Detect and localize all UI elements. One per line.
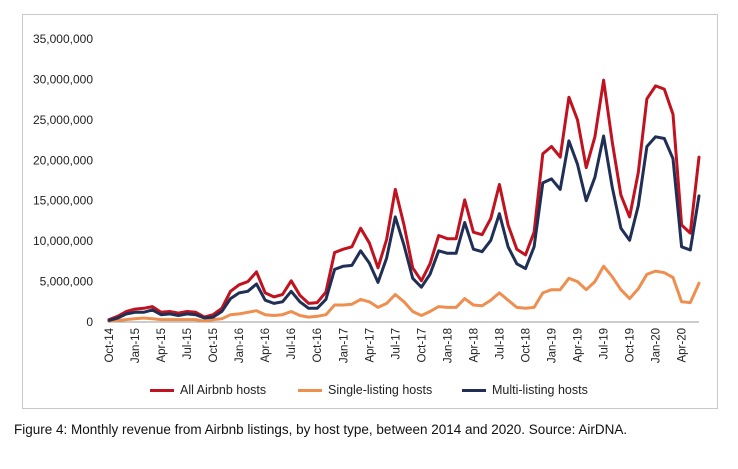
figure-caption: Figure 4: Monthly revenue from Airbnb li… (14, 422, 628, 437)
legend-item-single-listing: Single-listing hosts (298, 383, 432, 397)
legend-swatch-all-hosts (150, 388, 174, 392)
all-hosts-series-line (107, 78, 701, 322)
single-listing-series-line (107, 264, 701, 323)
x-tick-label: Oct-15 (208, 328, 220, 363)
legend-label-single-listing: Single-listing hosts (328, 383, 433, 397)
x-tick-label: Jan-17 (338, 328, 350, 363)
x-tick-label: Jul-17 (390, 328, 402, 359)
legend-label-all-hosts: All Airbnb hosts (180, 383, 267, 397)
y-tick-label: 10,000,000 (33, 234, 93, 248)
x-tick-label: Oct-16 (312, 328, 324, 363)
x-tick-label: Apr-17 (364, 328, 376, 363)
legend-label-multi-listing: Multi-listing hosts (492, 383, 588, 397)
x-tick-label: Apr-18 (468, 328, 480, 363)
legend-swatch-multi-listing (462, 388, 486, 392)
revenue-line-chart: 0 5,000,000 10,000,000 15,000,000 20,000,000… (33, 32, 701, 363)
x-tick-label: Oct-17 (416, 328, 428, 363)
y-tick-label: 0 (86, 315, 93, 329)
legend-swatch-single-listing (298, 388, 322, 392)
x-tick-label: Jan-20 (651, 328, 663, 363)
x-tick-label: Jul-15 (182, 328, 194, 359)
x-tick-label: Jan-15 (130, 328, 142, 363)
x-tick-label: Oct-14 (104, 327, 116, 362)
chart-frame (22, 14, 718, 409)
x-tick-label: Oct-18 (520, 328, 532, 363)
x-tick-label: Apr-16 (260, 328, 272, 363)
multi-listing-series-line (107, 134, 701, 322)
x-tick-label: Apr-15 (156, 328, 168, 363)
x-tick-label: Jan-16 (234, 328, 246, 363)
y-tick-label: 15,000,000 (33, 194, 93, 208)
x-tick-label: Jul-19 (599, 328, 611, 359)
legend-item-multi-listing: Multi-listing hosts (462, 383, 588, 397)
x-tick-label: Jul-16 (286, 328, 298, 359)
y-tick-label: 35,000,000 (33, 32, 93, 46)
chart-legend: All Airbnb hosts Single-listing hosts Mu… (0, 383, 738, 405)
y-tick-label: 5,000,000 (40, 275, 94, 289)
x-tick-label: Oct-19 (625, 328, 637, 363)
legend-item-all-hosts: All Airbnb hosts (150, 383, 266, 397)
x-tick-label: Jan-18 (442, 328, 454, 363)
x-tick-label: Apr-19 (573, 328, 585, 363)
y-tick-label: 30,000,000 (33, 72, 93, 86)
x-tick-label: Jul-18 (494, 328, 506, 359)
y-tick-label: 20,000,000 (33, 153, 93, 167)
x-tick-label: Jan-19 (547, 328, 559, 363)
y-tick-label: 25,000,000 (33, 113, 93, 127)
x-tick-label: Apr-20 (677, 328, 689, 363)
